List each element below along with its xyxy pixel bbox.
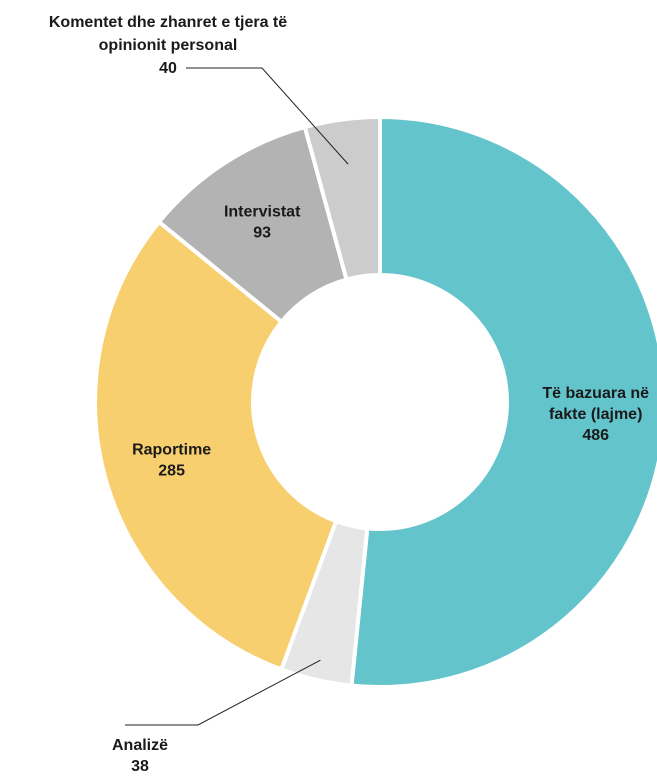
- raportime-label: Raportime 285: [132, 441, 211, 479]
- analize-label: Analizë 38: [112, 737, 168, 775]
- slices-layer: [93, 115, 657, 689]
- komentet-dhe-zhanret-e-tjera-te-opinionit-personal-leader-line: [186, 67, 349, 165]
- intervistat-value: 93: [253, 224, 271, 241]
- te-bazuara-ne-fakte-lajme-name-line: fakte (lajme): [549, 406, 642, 423]
- komentet-dhe-zhanret-e-tjera-te-opinionit-personal-value: 40: [159, 60, 177, 77]
- te-bazuara-ne-fakte-lajme-name-line: Të bazuara në: [542, 385, 649, 402]
- komentet-dhe-zhanret-e-tjera-te-opinionit-personal-name-line: opinionit personal: [99, 37, 238, 54]
- raportime-name-line: Raportime: [132, 441, 211, 458]
- intervistat-name-line: Intervistat: [224, 203, 301, 220]
- te-bazuara-ne-fakte-lajme-value: 486: [582, 427, 609, 444]
- leader-lines-layer: [125, 67, 349, 726]
- slice-te-bazuara-ne-fakte-lajme: [349, 115, 657, 689]
- labels-layer: Të bazuara në fakte (lajme) 486 Analizë 38 Ra…: [49, 14, 649, 775]
- te-bazuara-ne-fakte-lajme-label: Të bazuara në fakte (lajme) 486: [542, 385, 649, 444]
- slice-raportime: [93, 219, 339, 672]
- raportime-value: 285: [158, 462, 185, 479]
- komentet-dhe-zhanret-e-tjera-te-opinionit-personal-label: Komentet dhe zhanret e tjera të opinionit…: [49, 14, 287, 77]
- komentet-dhe-zhanret-e-tjera-te-opinionit-personal-name-line: Komentet dhe zhanret e tjera të: [49, 14, 287, 31]
- analize-leader-line: [125, 659, 321, 726]
- analize-value: 38: [131, 758, 149, 775]
- slice-komentet-dhe-zhanret-e-tjera-te-opinionit-personal: [302, 115, 382, 282]
- analize-name-line: Analizë: [112, 737, 168, 754]
- intervistat-label: Intervistat 93: [224, 203, 301, 241]
